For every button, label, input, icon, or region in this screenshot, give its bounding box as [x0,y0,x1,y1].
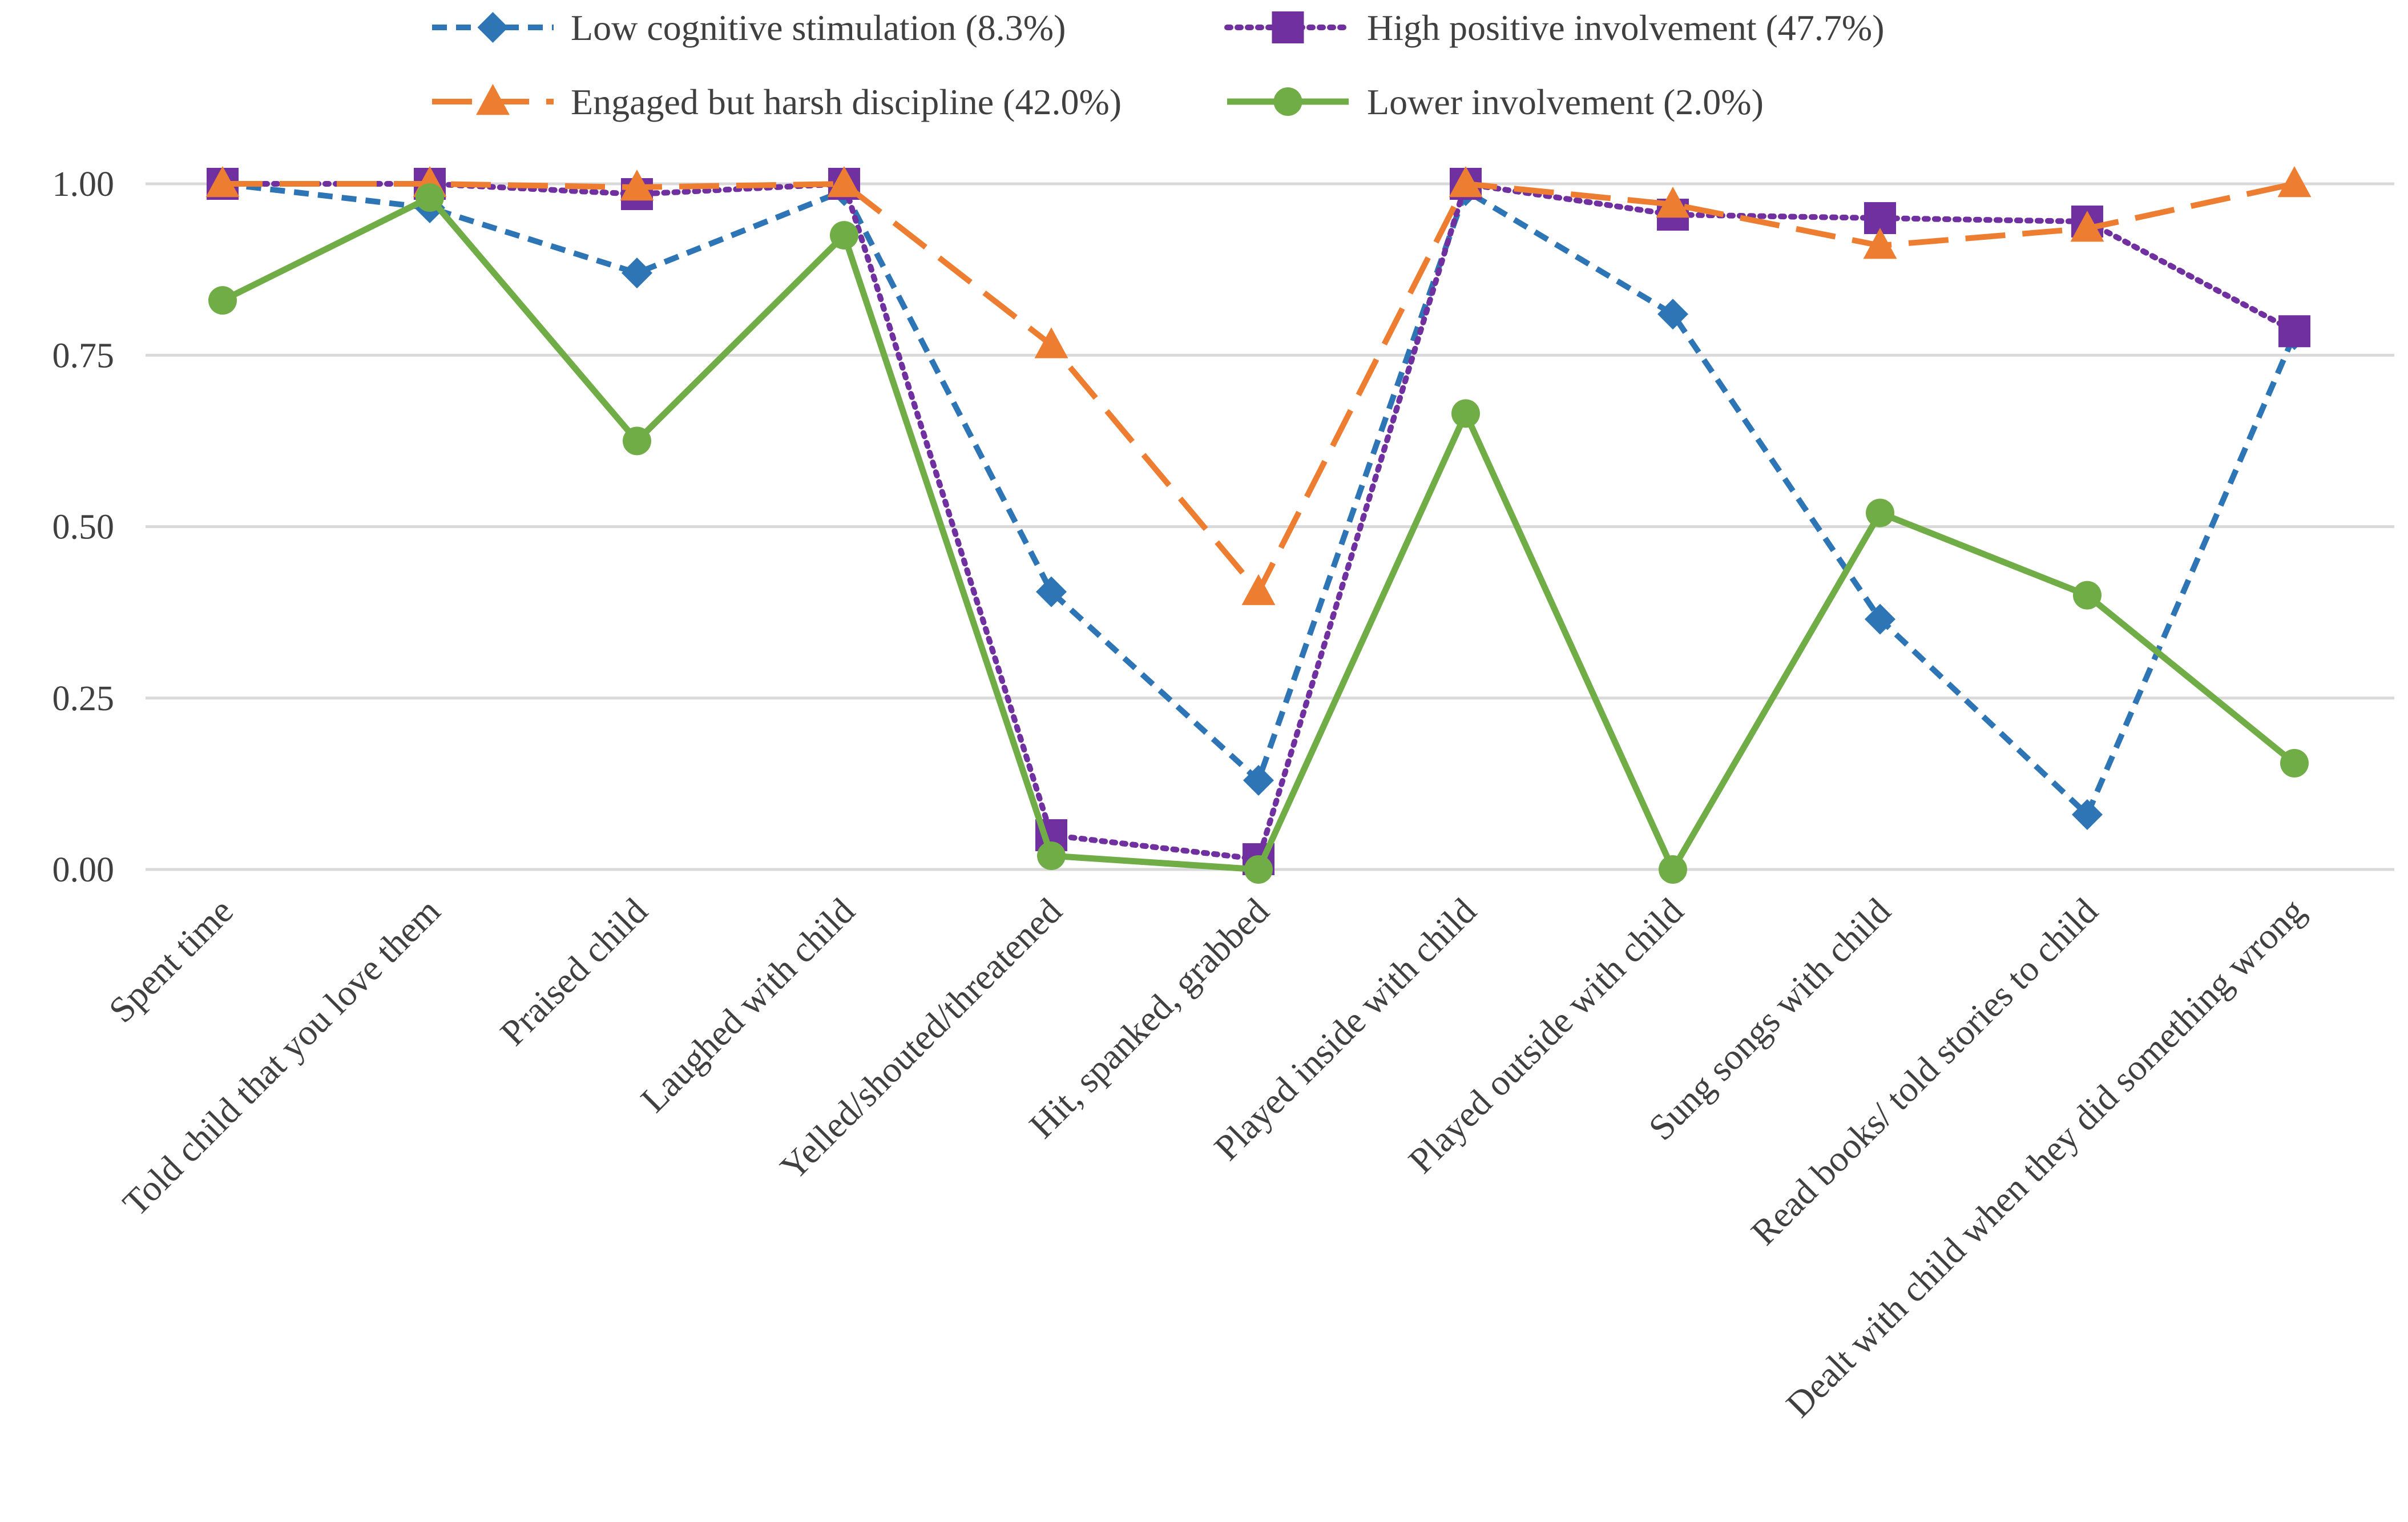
legend-label: Low cognitive stimulation (8.3%) [571,7,1066,48]
y-tick-label: 0.50 [53,508,115,547]
data-point [830,221,858,250]
data-point [2073,581,2102,610]
series-line [222,181,2297,818]
gridlines [146,182,2394,871]
legend: Low cognitive stimulation (8.3%) High pos… [432,7,1885,122]
data-point [1449,166,1483,198]
legend-marker [1272,11,1304,43]
legend-label: High positive involvement (47.7%) [1367,7,1885,48]
y-tick-label: 0.25 [53,679,115,718]
series-3 [208,183,2309,884]
data-point [2072,799,2103,830]
legend-label: Engaged but harsh discipline (42.0%) [571,82,1122,122]
data-point [2278,315,2310,348]
data-point [1659,855,1687,884]
series-lines [205,166,2312,884]
data-point [1034,327,1068,359]
data-point [2277,166,2312,198]
data-point [1451,399,1480,428]
x-category-label: Laughed with child [633,891,862,1120]
data-point [623,426,651,456]
data-point [1037,841,1066,870]
y-axis-tick-labels: 0.00 0.25 0.50 0.75 1.00 [53,165,115,889]
series-line [223,181,2296,595]
legend-label: Lower involvement (2.0%) [1367,82,1764,122]
data-point [622,257,652,289]
data-point [1866,498,1894,528]
data-point [205,166,240,198]
data-point [827,166,861,198]
data-point [1243,764,1274,796]
data-point [1656,187,1690,218]
legend-item-2: Engaged but harsh discipline (42.0%) [432,82,1122,122]
data-point [1241,574,1276,605]
data-point [2280,748,2309,778]
data-point [1863,228,1897,259]
y-tick-label: 1.00 [53,165,115,204]
data-point [620,170,654,201]
legend-marker [476,84,510,115]
data-point [1657,299,1688,330]
x-category-label: Praised child [493,891,655,1053]
series-0 [207,168,2310,830]
data-point [2070,211,2104,242]
x-category-label: Read books/ told stories to child [1743,891,2106,1253]
data-point [1036,576,1067,607]
series-2 [205,166,2312,605]
y-tick-label: 0.75 [53,336,115,375]
legend-marker [1273,87,1302,116]
series-line [220,181,2297,862]
data-point [208,286,237,315]
legend-marker [477,12,509,43]
legend-item-0: Low cognitive stimulation (8.3%) [432,7,1066,48]
x-category-label: Spent time [101,891,241,1030]
y-tick-label: 0.00 [53,851,115,889]
legend-item-3: Lower involvement (2.0%) [1227,82,1764,122]
data-point [1865,603,1895,635]
legend-item-1: High positive involvement (47.7%) [1224,7,1885,48]
data-point [416,183,444,212]
data-point [1244,855,1273,884]
